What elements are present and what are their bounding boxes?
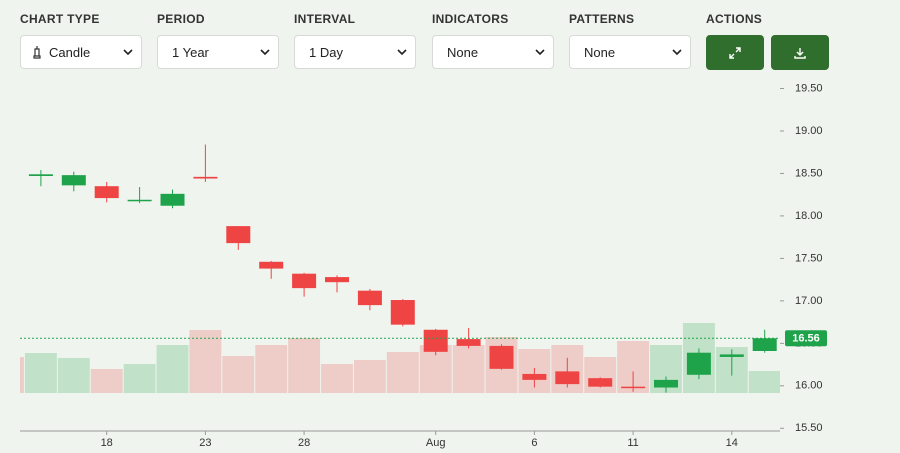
select-value: 1 Day (309, 44, 343, 60)
x-tick-label: 6 (531, 437, 537, 449)
volume-bar (90, 369, 123, 393)
volume-bar (24, 353, 57, 393)
control: INDICATORS None (432, 12, 554, 69)
candle-body (489, 345, 514, 369)
volume-bar (20, 357, 24, 393)
download-icon (794, 47, 806, 59)
x-tick-label: 23 (199, 437, 211, 449)
volume-bar (353, 360, 386, 393)
select[interactable]: None (432, 35, 554, 69)
candle-body (456, 339, 481, 346)
select[interactable]: Candle (20, 35, 142, 69)
candle-body (752, 338, 777, 351)
candle-body (127, 199, 152, 202)
last-price-label: 16.56 (792, 333, 820, 345)
select-value: Candle (49, 44, 91, 60)
chevron (535, 49, 545, 56)
volume-bar (255, 345, 288, 393)
volume-bar (386, 352, 419, 393)
y-tick-label: 18.50 (795, 167, 823, 179)
volume-bar (288, 338, 321, 393)
candle-body (28, 174, 53, 176)
y-tick-label: 15.50 (795, 422, 823, 434)
candle-body (719, 354, 744, 357)
select-value: 1 Year (172, 44, 209, 60)
select-value: None (584, 44, 616, 60)
actions: ACTIONS (706, 12, 828, 28)
candle-body (686, 352, 711, 375)
volume-bar (222, 356, 255, 393)
candle-body (292, 273, 317, 289)
candle-body (325, 277, 349, 283)
control: PERIOD 1 Year (157, 12, 279, 69)
y-tick-label: 17.50 (795, 252, 823, 264)
candle-body (654, 379, 678, 388)
chevron (397, 49, 407, 56)
x-tick-label: 14 (726, 437, 738, 449)
y-tick-label: 19.00 (795, 125, 823, 137)
candle-body (522, 373, 547, 380)
last-price-badge (785, 330, 827, 347)
actions-label: ACTIONS (706, 12, 763, 26)
select[interactable]: None (569, 35, 691, 69)
x-tick-label: 28 (298, 437, 310, 449)
control-label: PERIOD (157, 12, 205, 26)
control-label: PATTERNS (569, 12, 635, 26)
plot-area (0, 144, 780, 393)
y-tick-label: 18.00 (795, 210, 823, 222)
volume-bar (321, 364, 353, 393)
candle-icon (33, 46, 41, 59)
control: PATTERNS None (569, 12, 691, 69)
candle-body (226, 226, 251, 244)
volume-bar (57, 358, 90, 393)
volume-bar (748, 371, 780, 393)
y-tick-label: 19.50 (795, 82, 823, 94)
candle-body (259, 261, 284, 269)
select-value: None (447, 44, 479, 60)
expand-button[interactable] (706, 35, 764, 70)
candle-body (423, 329, 448, 352)
control: INTERVAL 1 Day (294, 12, 416, 69)
candle-body (94, 186, 119, 199)
y-tick-label: 16.00 (795, 380, 823, 392)
x-tick-label: 18 (101, 437, 113, 449)
select[interactable]: 1 Day (294, 35, 416, 69)
candle-body (0, 194, 20, 197)
chevron (260, 49, 270, 56)
volume-bar (189, 330, 222, 393)
x-tick-label: 11 (627, 437, 638, 449)
volume-bar (452, 345, 485, 393)
candle-body (61, 175, 86, 186)
control-label: CHART TYPE (20, 12, 100, 26)
candle-body (390, 300, 415, 325)
candle-body (160, 193, 185, 206)
volume-bar (584, 357, 617, 393)
control-label: INTERVAL (294, 12, 356, 26)
x-tick-label: Aug (426, 437, 446, 449)
candle-body (621, 386, 646, 389)
select[interactable]: 1 Year (157, 35, 279, 69)
candle-body (555, 371, 580, 385)
candle-body (357, 290, 382, 306)
control: CHART TYPE Candle (20, 12, 142, 69)
chevron (123, 49, 133, 56)
chevron (672, 49, 682, 56)
candle-body (588, 378, 613, 387)
volume-bar (123, 364, 156, 393)
candle-body (193, 176, 218, 179)
y-tick-label: 17.00 (795, 295, 823, 307)
expand-icon (729, 46, 741, 59)
download-button[interactable] (771, 35, 829, 70)
volume-bar (156, 345, 189, 393)
control-label: INDICATORS (432, 12, 509, 26)
